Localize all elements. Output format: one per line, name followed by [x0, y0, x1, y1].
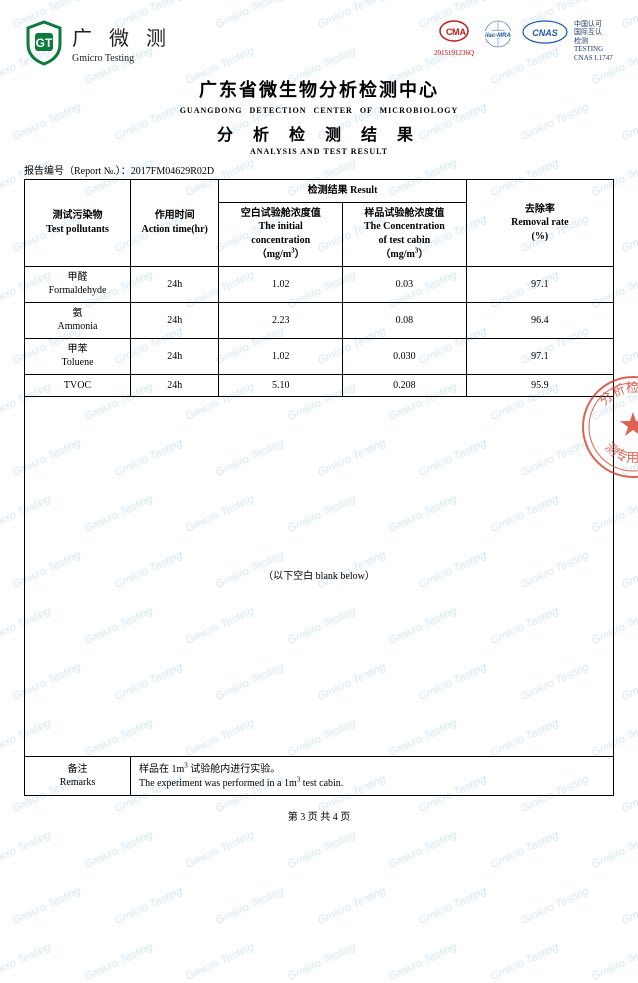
table-row: 甲醛Formaldehyde24h1.020.0397.1: [25, 266, 614, 302]
cnas-badge-icon: CNAS: [522, 20, 568, 44]
cell-removal: 96.4: [466, 302, 613, 338]
remarks-text: 样品在 1m3 试验舱内进行实验。 The experiment was per…: [131, 757, 614, 796]
certification-badges: C MA 2015191236Q ilac-MRA CNAS: [434, 20, 614, 62]
cell-cabin: 0.030: [343, 338, 467, 374]
cell-pollutant: 甲苯Toluene: [25, 338, 131, 374]
cell-initial: 1.02: [219, 338, 343, 374]
svg-text:GT: GT: [36, 36, 53, 50]
cma-badge-icon: C MA 2015191236Q: [434, 20, 474, 57]
remarks-label: 备注 Remarks: [25, 757, 131, 796]
title-sub-cn: 分 析 检 测 结 果: [24, 121, 614, 145]
col-cabin: 样品试验舱浓度值 The Concentration of test cabin…: [343, 202, 467, 266]
cell-pollutant: 氨Ammonia: [25, 302, 131, 338]
table-row: 甲苯Toluene24h1.020.03097.1: [25, 338, 614, 374]
results-table: 测试污染物 Test pollutants 作用时间 Action time(h…: [24, 179, 614, 796]
cell-removal: 97.1: [466, 266, 613, 302]
cell-cabin: 0.03: [343, 266, 467, 302]
cell-time: 24h: [131, 302, 219, 338]
cell-cabin: 0.08: [343, 302, 467, 338]
cell-cabin: 0.208: [343, 374, 467, 397]
col-removal: 去除率 Removal rate (%): [466, 180, 613, 267]
report-number: 报告编号（Report №.）：2017FM04629R02D: [24, 162, 614, 177]
col-action-time: 作用时间 Action time(hr): [131, 180, 219, 267]
document-titles: 广东省微生物分析检测中心 GUANGDONG DETECTION CENTER …: [24, 76, 614, 156]
cell-time: 24h: [131, 338, 219, 374]
cell-removal: 97.1: [466, 338, 613, 374]
cell-removal: 95.9: [466, 374, 613, 397]
table-body: 甲醛Formaldehyde24h1.020.0397.1氨Ammonia24h…: [25, 266, 614, 397]
cell-pollutant: 甲醛Formaldehyde: [25, 266, 131, 302]
svg-text:MA: MA: [452, 27, 466, 37]
cma-number: 2015191236Q: [434, 49, 474, 57]
table-header-row: 测试污染物 Test pollutants 作用时间 Action time(h…: [25, 180, 614, 203]
blank-row: （以下空白 blank below）: [25, 397, 614, 757]
cell-pollutant: TVOC: [25, 374, 131, 397]
cell-time: 24h: [131, 374, 219, 397]
page-indicator: 第 3 页 共 4 页: [24, 808, 614, 823]
logo-text-en: Gmicro Testing: [72, 53, 172, 64]
remarks-row: 备注 Remarks 样品在 1m3 试验舱内进行实验。 The experim…: [25, 757, 614, 796]
ilac-badge-icon: ilac-MRA: [480, 20, 516, 48]
logo-shield-icon: GT: [24, 20, 64, 66]
table-row: 氨Ammonia24h2.230.0896.4: [25, 302, 614, 338]
cell-initial: 1.02: [219, 266, 343, 302]
cell-initial: 5.10: [219, 374, 343, 397]
blank-area: （以下空白 blank below）: [25, 397, 614, 757]
company-logo: GT 广 微 测 Gmicro Testing: [24, 20, 172, 66]
svg-text:ilac-MRA: ilac-MRA: [485, 33, 511, 39]
title-main-en: GUANGDONG DETECTION CENTER OF MICROBIOLO…: [24, 106, 614, 115]
col-pollutants: 测试污染物 Test pollutants: [25, 180, 131, 267]
col-result-group: 检测结果 Result: [219, 180, 466, 203]
document-header: GT 广 微 测 Gmicro Testing C MA 2015191236Q: [24, 20, 614, 66]
cell-time: 24h: [131, 266, 219, 302]
title-sub-en: ANALYSIS AND TEST RESULT: [24, 147, 614, 156]
svg-text:CNAS: CNAS: [532, 28, 558, 38]
col-initial: 空白试验舱浓度值 The initial concentration （mg/m…: [219, 202, 343, 266]
cnas-side-text: 中国认可国际互认检测TESTINGCNAS L1747: [574, 20, 614, 62]
logo-text-cn: 广 微 测: [72, 22, 172, 51]
cell-initial: 2.23: [219, 302, 343, 338]
table-row: TVOC24h5.100.20895.9: [25, 374, 614, 397]
title-main-cn: 广东省微生物分析检测中心: [24, 76, 614, 102]
